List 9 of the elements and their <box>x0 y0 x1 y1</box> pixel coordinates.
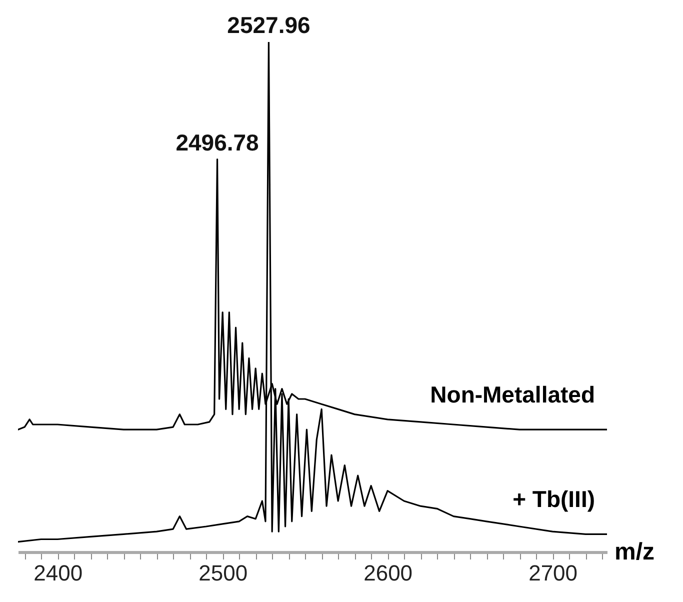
x-tick-label: 2500 <box>198 560 248 586</box>
x-tick-label: 2600 <box>364 560 413 586</box>
series-label: Non-Metallated <box>430 382 595 408</box>
x-tick-label: 2400 <box>34 560 83 586</box>
series-label: + Tb(III) <box>512 486 595 512</box>
annotation: 2527.96 <box>227 12 310 38</box>
x-tick-label: 2700 <box>528 560 578 586</box>
annotation: 2496.78 <box>176 129 260 156</box>
x-axis-title: m/z <box>614 538 655 566</box>
